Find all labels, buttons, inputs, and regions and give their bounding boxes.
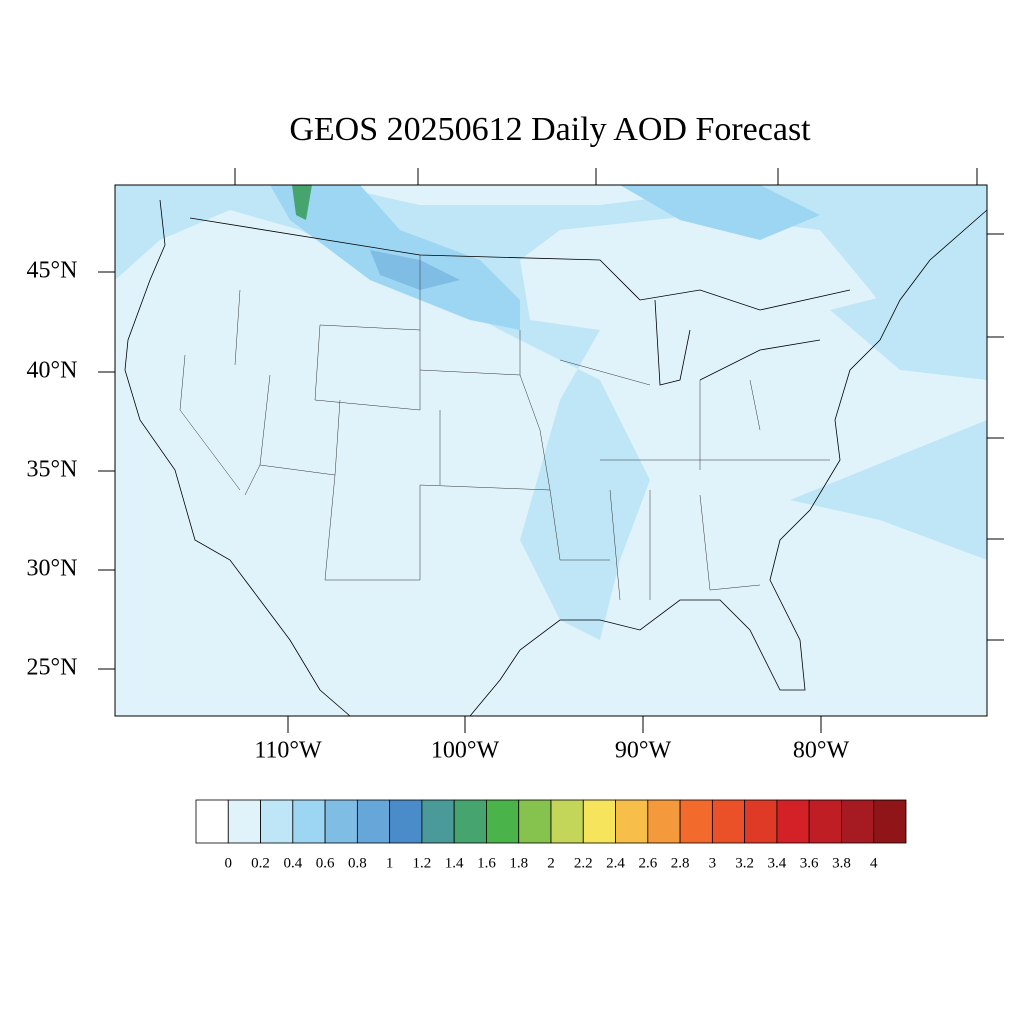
aerosol-plume: [292, 185, 312, 220]
colorbar-label: 2.8: [671, 855, 690, 871]
aerosol-plume: [830, 270, 987, 380]
colorbar: 0 0.2 0.4 0.6 0.8 1 1.2 1.4 1.6 1.8 2 2.2 2.4 2.6 2.8 3…: [195, 799, 907, 871]
lat-label: 40°N: [27, 358, 78, 384]
colorbar-box: [292, 799, 326, 844]
aerosol-plume: [115, 185, 987, 640]
colorbar-label: 4: [870, 855, 878, 871]
coastline: [124, 199, 988, 717]
colorbar-box: [711, 799, 746, 844]
aerosol-plume: [790, 420, 987, 560]
colorbar-label: 0: [225, 855, 233, 871]
colorbar-label: 3.6: [800, 855, 819, 871]
colorbar-box: [227, 799, 261, 844]
colorbar-box: [582, 799, 616, 844]
colorbar-box: [744, 799, 778, 844]
colorbar-label: 3.4: [768, 855, 787, 871]
map-area: [98, 168, 1004, 733]
state-boundary: [179, 255, 830, 601]
map-title: GEOS 20250612 Daily AOD Forecast: [289, 111, 811, 148]
colorbar-box: [356, 799, 391, 844]
lat-label: 35°N: [27, 457, 78, 483]
colorbar-box: [324, 799, 358, 844]
colorbar-box: [550, 799, 584, 844]
colorbar-box: [808, 799, 842, 844]
colorbar-label: 0.4: [283, 855, 302, 871]
lat-label: 45°N: [27, 258, 78, 284]
lon-label: 110°W: [254, 738, 322, 764]
colorbar-box: [841, 799, 875, 844]
colorbar-label: 2.4: [606, 855, 625, 871]
colorbar-label: 2: [547, 855, 555, 871]
colorbar-label: 0.8: [348, 855, 367, 871]
colorbar-box: [389, 799, 423, 844]
colorbar-box: [615, 799, 649, 844]
lon-label: 100°W: [431, 738, 500, 764]
colorbar-label: 3: [709, 855, 717, 871]
aerosol-plume: [620, 185, 820, 240]
colorbar-box: [776, 799, 810, 844]
colorbar-box: [873, 799, 907, 844]
colorbar-label: 1.8: [509, 855, 528, 871]
colorbar-label: 2.6: [638, 855, 657, 871]
colorbar-label: 2.2: [574, 855, 593, 871]
lon-label: 80°W: [793, 738, 850, 764]
colorbar-label: 3.2: [735, 855, 754, 871]
colorbar-label: 1.2: [413, 855, 432, 871]
colorbar-box: [647, 799, 681, 844]
colorbar-box: [486, 799, 520, 844]
colorbar-label: 1.4: [445, 855, 464, 871]
colorbar-label: 1: [386, 855, 394, 871]
colorbar-box: [453, 799, 487, 844]
colorbar-box: [421, 799, 455, 844]
colorbar-box: [260, 799, 294, 844]
aerosol-plume: [370, 250, 460, 290]
colorbar-box: [679, 799, 713, 844]
axis-labels: 45°N 40°N 35°N 30°N 25°N 110°W 100°W 90°W 80°W: [27, 258, 850, 764]
colorbar-label: 1.6: [477, 855, 496, 871]
colorbar-box: [518, 799, 552, 844]
map-frame: [114, 184, 988, 717]
frame-ticks: [98, 168, 1004, 733]
lon-label: 90°W: [615, 738, 672, 764]
colorbar-box: [195, 799, 229, 844]
lat-label: 30°N: [27, 556, 78, 582]
colorbar-label: 0.6: [316, 855, 335, 871]
lat-label: 25°N: [27, 655, 78, 681]
colorbar-label: 0.2: [251, 855, 270, 871]
colorbar-label: 3.8: [832, 855, 851, 871]
